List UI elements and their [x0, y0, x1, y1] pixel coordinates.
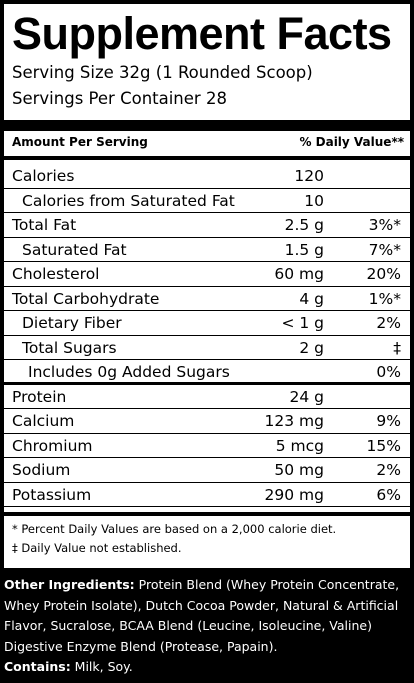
nutrient-row: Saturated Fat 1.5 g 7%* — [4, 238, 410, 262]
nutrient-row: Sodium 50 mg 2% — [4, 458, 410, 483]
nutrient-name: Potassium — [12, 485, 92, 504]
amount-per-serving-header: Amount Per Serving — [12, 135, 148, 149]
nutrient-amount: 4 g — [299, 289, 324, 308]
nutrient-daily-value: 15% — [366, 436, 401, 455]
nutrient-name: Total Sugars — [22, 338, 117, 357]
thick-divider — [4, 120, 410, 131]
nutrient-name: Total Fat — [12, 216, 77, 234]
nutrient-name: Calories — [12, 167, 75, 185]
nutrient-name: Chromium — [12, 436, 93, 455]
nutrient-amount: 290 mg — [264, 485, 324, 504]
ingredients-section: Other Ingredients: Protein Blend (Whey P… — [4, 575, 412, 678]
panel-title: Supplement Facts — [12, 8, 392, 59]
contains-label: Contains: — [4, 659, 71, 674]
nutrient-name: Sodium — [12, 461, 71, 479]
servings-per-container: Servings Per Container 28 — [12, 89, 227, 108]
header-divider — [4, 156, 410, 160]
nutrient-daily-value: 1%* — [368, 289, 401, 308]
nutrient-row: Cholesterol 60 mg 20% — [4, 262, 410, 287]
nutrient-name: Saturated Fat — [22, 240, 127, 259]
nutrient-amount: 2 g — [299, 338, 324, 357]
nutrient-table: Calories 120 Calories from Saturated Fat 10… — [4, 164, 410, 507]
nutrient-amount: < 1 g — [281, 314, 324, 332]
nutrient-name: Cholesterol — [12, 265, 100, 283]
nutrient-amount: 2.5 g — [284, 216, 324, 234]
nutrient-name: Protein — [12, 387, 67, 406]
other-ingredients: Other Ingredients: Protein Blend (Whey P… — [4, 575, 412, 657]
nutrient-name: Includes 0g Added Sugars — [28, 363, 230, 381]
nutrient-daily-value: 7%* — [368, 240, 401, 259]
nutrient-row: Calories from Saturated Fat 10 — [4, 189, 410, 213]
nutrient-daily-value: ‡ — [393, 338, 401, 357]
nutrient-row: Total Fat 2.5 g 3%* — [4, 213, 410, 238]
nutrient-daily-value: 9% — [376, 412, 401, 430]
nutrient-row: Dietary Fiber < 1 g 2% — [4, 311, 410, 336]
nutrient-daily-value: 3%* — [368, 216, 401, 234]
serving-size: Serving Size 32g (1 Rounded Scoop) — [12, 63, 313, 82]
nutrient-amount: 10 — [304, 191, 324, 210]
nutrient-amount: 120 — [294, 167, 324, 185]
nutrient-name: Calcium — [12, 412, 75, 430]
nutrient-amount: 60 mg — [274, 265, 324, 283]
other-ingredients-label: Other Ingredients: — [4, 577, 135, 592]
nutrient-amount: 1.5 g — [284, 240, 324, 259]
contains-line: Contains: Milk, Soy. — [4, 657, 412, 678]
supplement-facts-panel: Supplement Facts Serving Size 32g (1 Rou… — [4, 4, 410, 568]
nutrient-name: Total Carbohydrate — [12, 289, 160, 308]
nutrient-amount: 5 mcg — [275, 436, 324, 455]
nutrient-daily-value: 2% — [376, 314, 401, 332]
footnote-daily-values: * Percent Daily Values are based on a 2,… — [12, 522, 337, 536]
nutrient-amount: 123 mg — [264, 412, 324, 430]
nutrient-amount: 50 mg — [274, 461, 324, 479]
footnote-not-established: ‡ Daily Value not established. — [12, 541, 182, 555]
nutrient-row: Total Sugars 2 g ‡ — [4, 336, 410, 360]
contains-text: Milk, Soy. — [70, 659, 133, 674]
nutrient-name: Dietary Fiber — [22, 314, 122, 332]
nutrient-row: Protein 24 g — [4, 385, 410, 409]
nutrient-row: Chromium 5 mcg 15% — [4, 434, 410, 458]
nutrient-row: Potassium 290 mg 6% — [4, 483, 410, 507]
nutrient-daily-value: 6% — [376, 485, 401, 504]
nutrient-daily-value: 0% — [376, 363, 401, 381]
nutrient-row: Includes 0g Added Sugars 0% — [4, 360, 410, 385]
daily-value-header: % Daily Value** — [299, 135, 404, 149]
table-bottom-divider — [4, 512, 410, 516]
nutrient-daily-value: 20% — [366, 265, 401, 283]
nutrient-amount: 24 g — [289, 387, 325, 406]
nutrient-daily-value: 2% — [376, 461, 401, 479]
nutrient-row: Calories 120 — [4, 164, 410, 189]
nutrient-name: Calories from Saturated Fat — [22, 191, 235, 210]
other-ingredients-text: Protein Blend (Whey Protein Concentrate,… — [4, 577, 400, 654]
nutrient-row: Calcium 123 mg 9% — [4, 409, 410, 434]
nutrient-row: Total Carbohydrate 4 g 1%* — [4, 287, 410, 311]
